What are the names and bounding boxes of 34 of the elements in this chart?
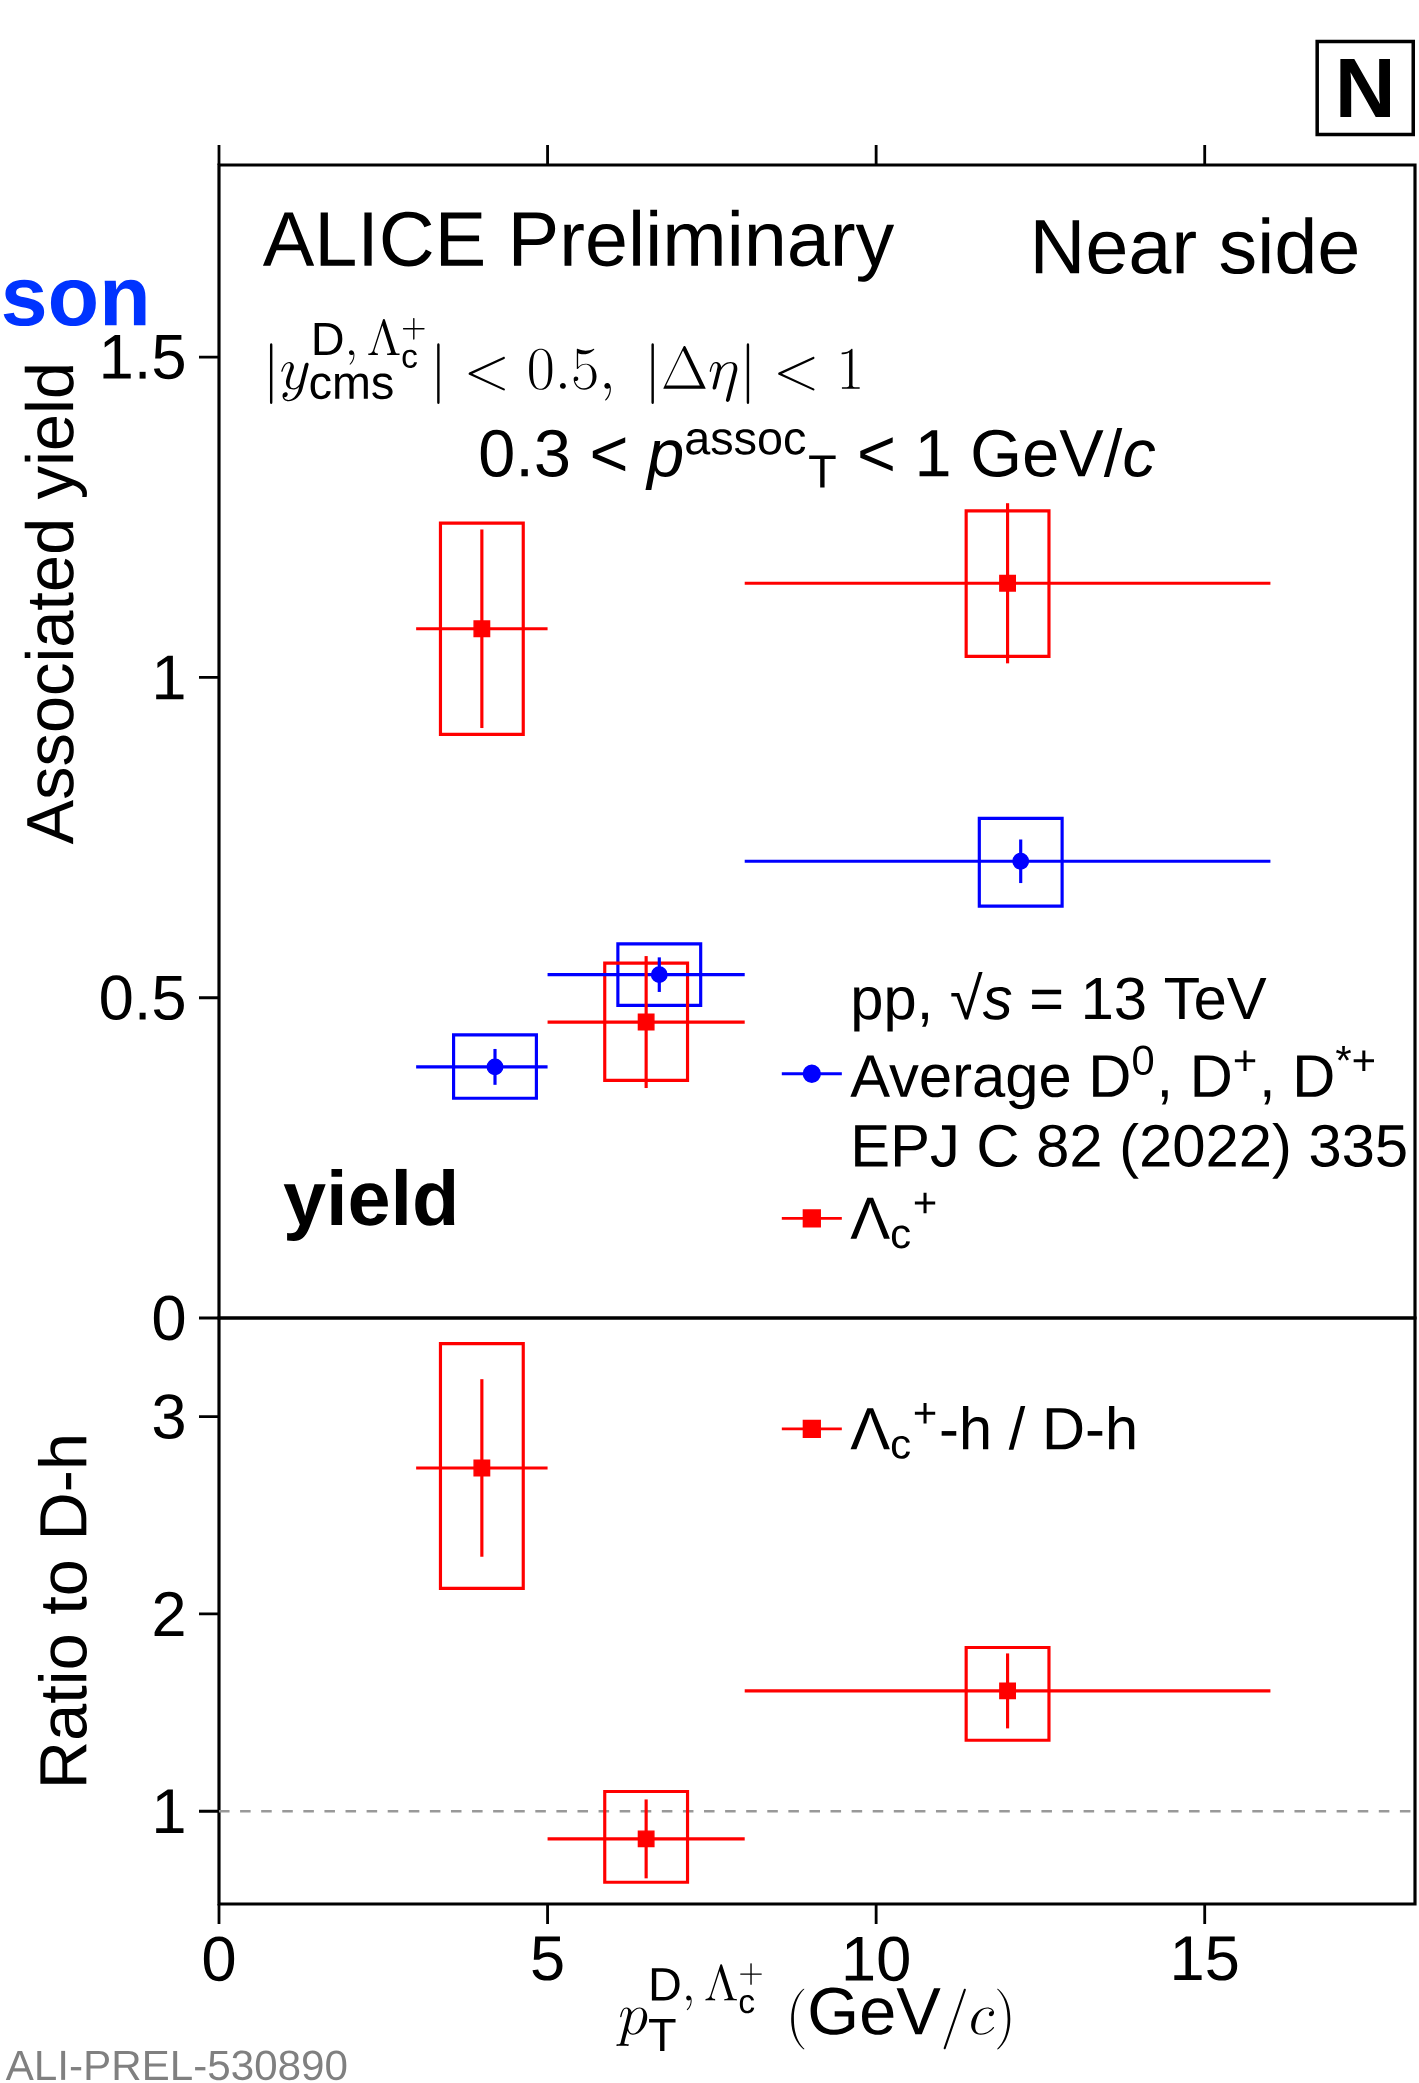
point	[650, 966, 668, 984]
y-tick-label: 0.5	[101, 975, 184, 1021]
annotation: pp, √s = 13 TeV	[854, 971, 1267, 1032]
point	[486, 1058, 504, 1076]
annotation: 0.3 < p$^{assoc}$$_{T}$ < 1 GeV/c	[480, 427, 1156, 491]
y-tick-label: 1	[156, 1789, 184, 1834]
text: son	[3, 279, 146, 327]
annotation: EPJ C 82 (2022) 335	[855, 1123, 1406, 1179]
point	[999, 574, 1017, 592]
x-tick-label: 5	[532, 1936, 563, 1981]
point	[473, 1459, 491, 1477]
point	[999, 1682, 1017, 1700]
text: ALI-PREL-530890	[5, 2050, 347, 2081]
legend-label: Average D$^{0}$, D$^{+}$, D$^{*+}$	[850, 1045, 1374, 1110]
y-tick-label: 1.5	[103, 335, 184, 380]
annotation: Near side	[1035, 217, 1357, 275]
legend-label: Λ$_{c}$+	[850, 1192, 936, 1249]
y-tick-label: 2	[154, 1591, 184, 1637]
y-tick-label: 3	[153, 1394, 184, 1440]
point	[1012, 852, 1030, 870]
annotation: ALICE Preliminary	[262, 209, 895, 282]
y-axis-title: Associated yield	[24, 366, 87, 845]
legend-label: Λ$_{c}$$^{+}$-h / D-h	[850, 1403, 1135, 1459]
annotation: yield	[283, 1168, 455, 1242]
y-tick-label: 1	[156, 655, 184, 700]
annotation: $|y^{\mathrm{D},\,\Lambda_{\mathrm{c}}^{+}}_{\mathrm{cms}}| < 0.5,\ |\Delta\eta| < 1$	[269, 317, 860, 405]
x-tick-label: 15	[1174, 1936, 1238, 1981]
point	[473, 620, 491, 638]
x-tick-label: 0	[203, 1936, 235, 1982]
point	[637, 1830, 655, 1848]
text: N	[1340, 58, 1390, 118]
point	[637, 1013, 655, 1031]
y-tick-label: 0	[153, 1295, 185, 1341]
y-axis-title: Ratio to D-h	[37, 1437, 87, 1784]
